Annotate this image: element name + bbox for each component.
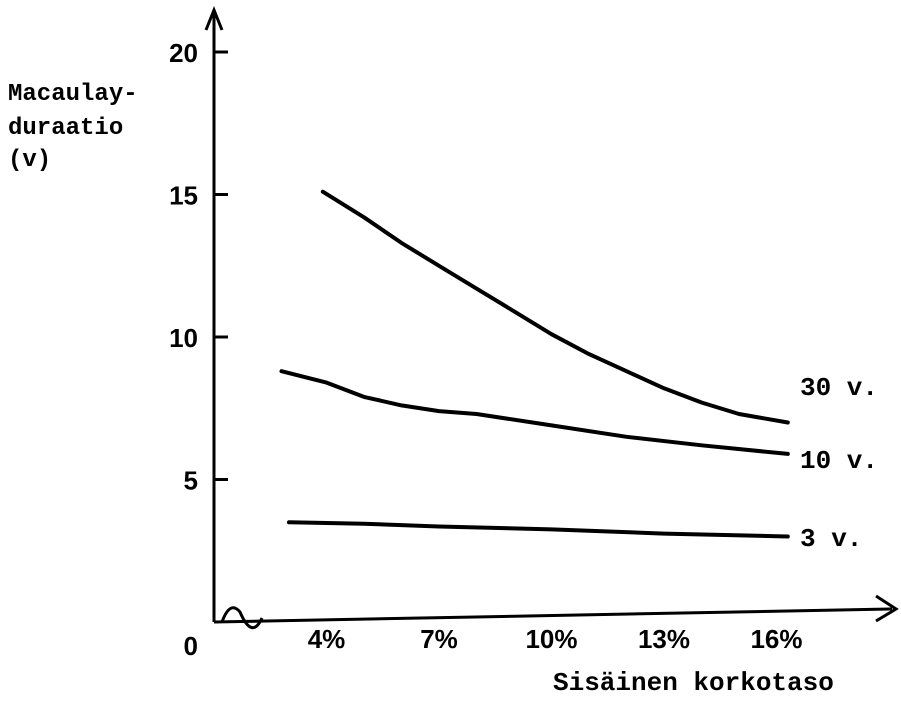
- series-line: [320, 189, 790, 425]
- x-tick-label: 7%: [420, 624, 458, 654]
- x-tick-label: 16%: [750, 624, 802, 654]
- y-axis-label-line-2: duraatio: [8, 115, 123, 142]
- series-label: 30 v.: [800, 373, 878, 403]
- x-ticks: 4% 7% 10% 13% 16%: [308, 624, 803, 654]
- series-line: [287, 520, 790, 539]
- series-line: [279, 369, 790, 456]
- y-tick-label: 20: [169, 38, 198, 68]
- x-tick-label: 10%: [525, 624, 577, 654]
- x-tick-label: 13%: [638, 624, 690, 654]
- series-label: 10 v.: [800, 446, 878, 476]
- x-axis-line: [213, 607, 893, 624]
- x-tick-label: 4%: [308, 624, 346, 654]
- y-tick-label: 15: [169, 181, 198, 211]
- x-axis-label: Sisäinen korkotaso: [553, 668, 834, 698]
- y-tick-label: 10: [169, 323, 198, 353]
- series-layer: 30 v. 10 v. 3 v.: [279, 189, 878, 554]
- y-tick-label: 0: [184, 631, 198, 661]
- y-axis-arrow: [204, 5, 224, 31]
- y-tick-label: 5: [184, 466, 198, 496]
- y-ticks: 0 5 10 15 20: [169, 38, 228, 661]
- y-axis-label-line-3: (v): [8, 147, 51, 174]
- y-axis-label: Macaulay- duraatio (v): [8, 81, 138, 174]
- y-axis-label-line-1: Macaulay-: [8, 81, 138, 108]
- axis-break-mark: [220, 606, 264, 629]
- axes: [204, 5, 899, 629]
- x-axis-arrow: [875, 594, 899, 623]
- series-label: 3 v.: [800, 524, 862, 554]
